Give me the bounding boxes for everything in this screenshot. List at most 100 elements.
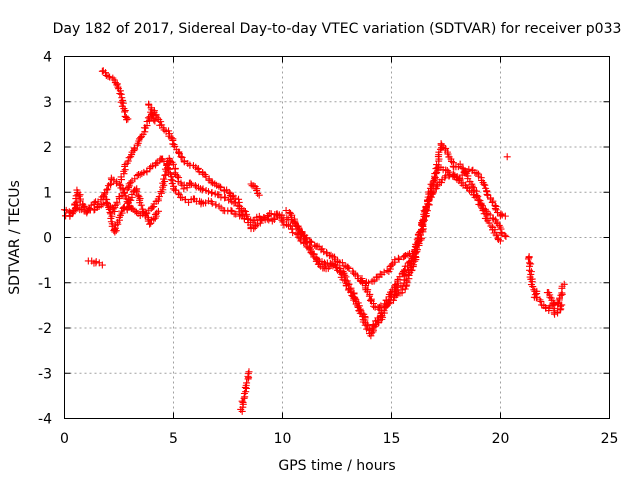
x-tick-label: 20: [492, 431, 510, 447]
data-point: [371, 323, 379, 331]
data-point: [140, 168, 148, 176]
data-point: [497, 228, 505, 236]
data-point: [167, 176, 175, 184]
data-point: [245, 368, 253, 376]
data-point: [399, 267, 407, 275]
data-point: [295, 233, 303, 241]
data-point: [395, 255, 403, 263]
data-point: [438, 141, 446, 149]
data-point: [175, 149, 183, 157]
x-tick-label: 25: [601, 431, 619, 447]
data-point: [404, 251, 412, 259]
data-point: [445, 172, 453, 180]
data-point: [90, 199, 98, 207]
y-tick-label: -4: [38, 412, 52, 428]
data-point: [175, 150, 183, 158]
data-point: [199, 185, 207, 193]
data-point: [489, 197, 497, 205]
data-point: [496, 237, 504, 245]
data-point: [98, 261, 106, 269]
data-point: [303, 239, 311, 247]
data-point: [524, 255, 532, 263]
data-point: [480, 180, 488, 188]
data-point: [173, 172, 181, 180]
data-point: [350, 269, 358, 277]
data-point: [71, 200, 79, 208]
data-point: [491, 226, 499, 234]
x-axis-label: GPS time / hours: [278, 458, 395, 474]
data-point: [494, 208, 502, 216]
data-point: [92, 258, 100, 266]
data-point: [114, 83, 122, 91]
data-point: [137, 201, 145, 209]
data-point: [169, 160, 177, 168]
data-point: [433, 169, 441, 177]
y-tick-label: 0: [43, 231, 52, 247]
data-point: [125, 180, 133, 188]
x-tick-label: 15: [383, 431, 401, 447]
data-point: [146, 220, 154, 228]
data-point: [124, 157, 132, 165]
data-point: [401, 266, 409, 274]
data-point: [376, 303, 384, 311]
data-point: [536, 296, 544, 304]
data-point: [327, 251, 335, 259]
data-point: [338, 270, 346, 278]
data-point: [105, 205, 113, 213]
data-point: [253, 187, 261, 195]
data-point: [413, 235, 421, 243]
data-point: [493, 231, 501, 239]
y-tick-label: -1: [38, 276, 52, 292]
data-point: [235, 195, 243, 203]
data-point: [366, 296, 374, 304]
data-point: [468, 182, 476, 190]
data-point: [333, 263, 341, 271]
data-point: [343, 263, 351, 271]
data-point: [106, 180, 114, 188]
data-point: [479, 207, 487, 215]
data-point: [125, 203, 133, 211]
data-point: [148, 203, 156, 211]
data-point: [369, 326, 377, 334]
data-point: [177, 153, 185, 161]
data-point: [495, 221, 503, 229]
data-point: [178, 153, 186, 161]
data-point: [186, 179, 194, 187]
data-point: [481, 181, 489, 189]
data-point: [433, 161, 441, 169]
data-point: [424, 200, 432, 208]
data-point: [459, 165, 467, 173]
y-axis-label: SDTVAR / TECUs: [7, 180, 23, 295]
data-point: [180, 158, 188, 166]
data-point: [116, 180, 124, 188]
data-point: [456, 160, 464, 168]
data-point: [252, 221, 260, 229]
data-point: [104, 185, 112, 193]
data-point: [556, 302, 564, 310]
data-point: [166, 157, 174, 165]
data-point: [194, 164, 202, 172]
data-point: [383, 267, 391, 275]
data-point: [195, 168, 203, 176]
data-point: [278, 216, 286, 224]
x-tick-label: 10: [274, 431, 292, 447]
data-point: [102, 198, 110, 206]
data-point: [106, 73, 114, 81]
data-point: [473, 191, 481, 199]
data-point: [501, 212, 509, 220]
data-point: [411, 243, 419, 251]
data-point: [394, 254, 402, 262]
data-point: [80, 204, 88, 212]
chart-title: Day 182 of 2017, Sidereal Day-to-day VTE…: [53, 21, 622, 37]
data-point: [255, 191, 263, 199]
data-point: [279, 218, 287, 226]
data-point: [498, 230, 506, 238]
data-point: [207, 198, 215, 206]
data-point: [208, 188, 216, 196]
data-point: [133, 171, 141, 179]
data-point: [289, 229, 297, 237]
data-point: [301, 235, 309, 243]
data-points: [60, 67, 568, 415]
y-tick-label: 3: [43, 95, 52, 111]
